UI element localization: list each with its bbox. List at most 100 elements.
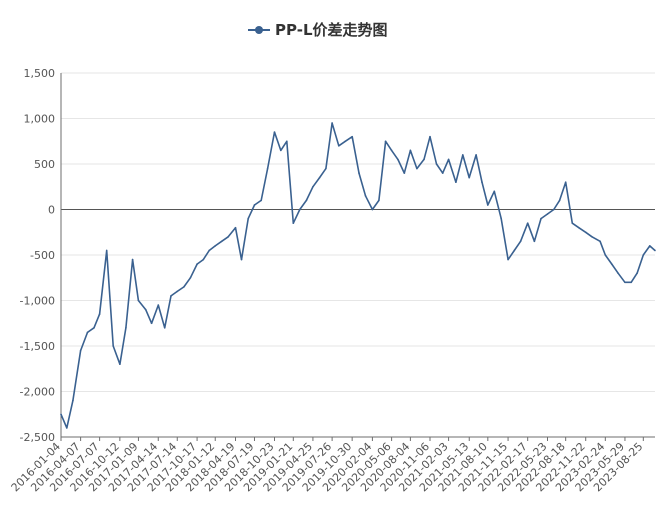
data-point (112, 345, 114, 347)
data-point (564, 181, 567, 183)
y-tick-label: -2,500 (20, 431, 55, 444)
data-point (441, 172, 444, 174)
data-point (435, 163, 438, 165)
data-point (86, 331, 89, 334)
data-point (137, 299, 140, 302)
data-point (325, 167, 327, 170)
data-point (364, 195, 367, 197)
data-point (227, 236, 229, 238)
data-point (519, 240, 522, 243)
y-tick-label: -2,000 (20, 386, 55, 399)
data-point (72, 399, 74, 402)
y-tick-label: 500 (34, 158, 55, 171)
data-point (234, 226, 237, 229)
data-point (540, 217, 542, 220)
data-point (584, 231, 587, 234)
grid-layer (61, 72, 655, 438)
data-point (481, 181, 483, 183)
data-point (163, 327, 166, 329)
data-point (455, 181, 457, 183)
y-tick-label: -1,500 (20, 340, 55, 353)
data-point (416, 167, 418, 170)
data-point (279, 149, 282, 152)
data-point (397, 158, 399, 161)
data-point (429, 135, 431, 138)
data-point (558, 199, 561, 202)
data-point (196, 263, 198, 265)
data-point (305, 199, 308, 202)
data-point (533, 240, 536, 243)
data-point (260, 199, 262, 202)
data-point (642, 254, 645, 256)
data-point (617, 272, 619, 275)
y-tick-label: 0 (48, 204, 55, 217)
series-layer (60, 122, 656, 429)
data-point (507, 258, 509, 261)
data-point (273, 131, 276, 133)
legend-dot-icon (255, 26, 263, 34)
data-point (447, 158, 450, 161)
data-point (93, 327, 95, 329)
data-point (144, 308, 147, 311)
data-point (591, 236, 593, 238)
data-point (266, 167, 269, 170)
data-point (654, 249, 656, 252)
data-point (461, 154, 464, 156)
data-point (390, 149, 393, 152)
data-point (403, 172, 406, 174)
data-point (571, 222, 574, 224)
data-point (344, 140, 347, 143)
legend-label: PP-L价差走势图 (275, 21, 388, 39)
data-point (500, 217, 502, 220)
data-point (131, 258, 134, 261)
data-point (487, 204, 489, 206)
data-point (157, 304, 160, 306)
data-point (119, 363, 121, 366)
y-tick-label: 1,000 (24, 113, 56, 126)
chart-legend[interactable]: PP-L价差走势图 (248, 21, 388, 39)
data-point (331, 122, 333, 124)
y-tick-label: -500 (30, 249, 55, 262)
data-point (150, 322, 153, 325)
data-point (423, 158, 425, 161)
data-point (475, 154, 477, 156)
data-point (552, 208, 555, 211)
data-point (493, 190, 496, 193)
y-tick-label: 1,500 (24, 67, 56, 80)
data-point (318, 176, 321, 179)
data-point (630, 281, 633, 284)
data-point (240, 258, 243, 261)
data-point (578, 226, 580, 229)
data-point (98, 313, 101, 315)
y-axis: -2,500 -2,000 -1,500 -1,000 -500 0 500 1,000 1,5… (20, 67, 655, 444)
data-point (105, 249, 108, 252)
data-point (604, 254, 607, 256)
data-point (176, 290, 179, 293)
data-point (125, 327, 127, 329)
data-point (513, 249, 516, 252)
data-point (610, 263, 613, 265)
data-point (351, 135, 353, 138)
data-point (337, 145, 340, 147)
y-tick-label: -1,000 (20, 295, 55, 308)
data-point (468, 176, 471, 179)
data-point (358, 172, 360, 174)
x-axis: 2016-01-042016-04-072016-07-072016-10-12… (9, 436, 655, 494)
data-point (546, 213, 549, 215)
data-point (79, 349, 82, 352)
data-point (636, 272, 638, 275)
data-point (298, 208, 301, 211)
data-point (214, 245, 217, 247)
data-point (253, 204, 256, 206)
data-point (292, 222, 295, 224)
data-point (220, 240, 223, 243)
data-point (371, 208, 374, 211)
data-point (183, 286, 185, 288)
data-point (189, 276, 192, 279)
data-point (409, 149, 412, 152)
data-point (247, 217, 250, 220)
data-point (60, 413, 62, 416)
data-point (202, 258, 205, 261)
